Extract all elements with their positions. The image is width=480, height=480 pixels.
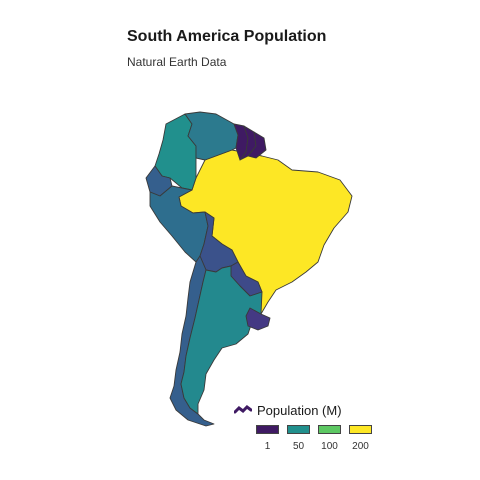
legend-label: 1 bbox=[264, 441, 271, 452]
legend-swatches bbox=[256, 425, 372, 434]
legend-swatch bbox=[287, 425, 310, 434]
legend-label: 100 bbox=[321, 441, 338, 452]
map-title: South America Population bbox=[127, 28, 327, 45]
country-french-guiana[interactable] bbox=[247, 131, 267, 159]
legend-label: 50 bbox=[292, 441, 305, 452]
country-uruguay[interactable] bbox=[245, 307, 271, 331]
legend-key-icon bbox=[234, 405, 252, 414]
legend-swatch bbox=[349, 425, 372, 434]
country-argentina[interactable] bbox=[180, 265, 263, 415]
legend-swatch bbox=[256, 425, 279, 434]
legend-swatch bbox=[318, 425, 341, 434]
country-venezuela[interactable] bbox=[184, 111, 239, 161]
legend-label: 200 bbox=[352, 441, 369, 452]
legend-labels: 1 50 100 200 bbox=[256, 441, 372, 452]
map-subtitle: Natural Earth Data bbox=[127, 55, 227, 69]
legend-title: Population (M) bbox=[257, 403, 342, 418]
